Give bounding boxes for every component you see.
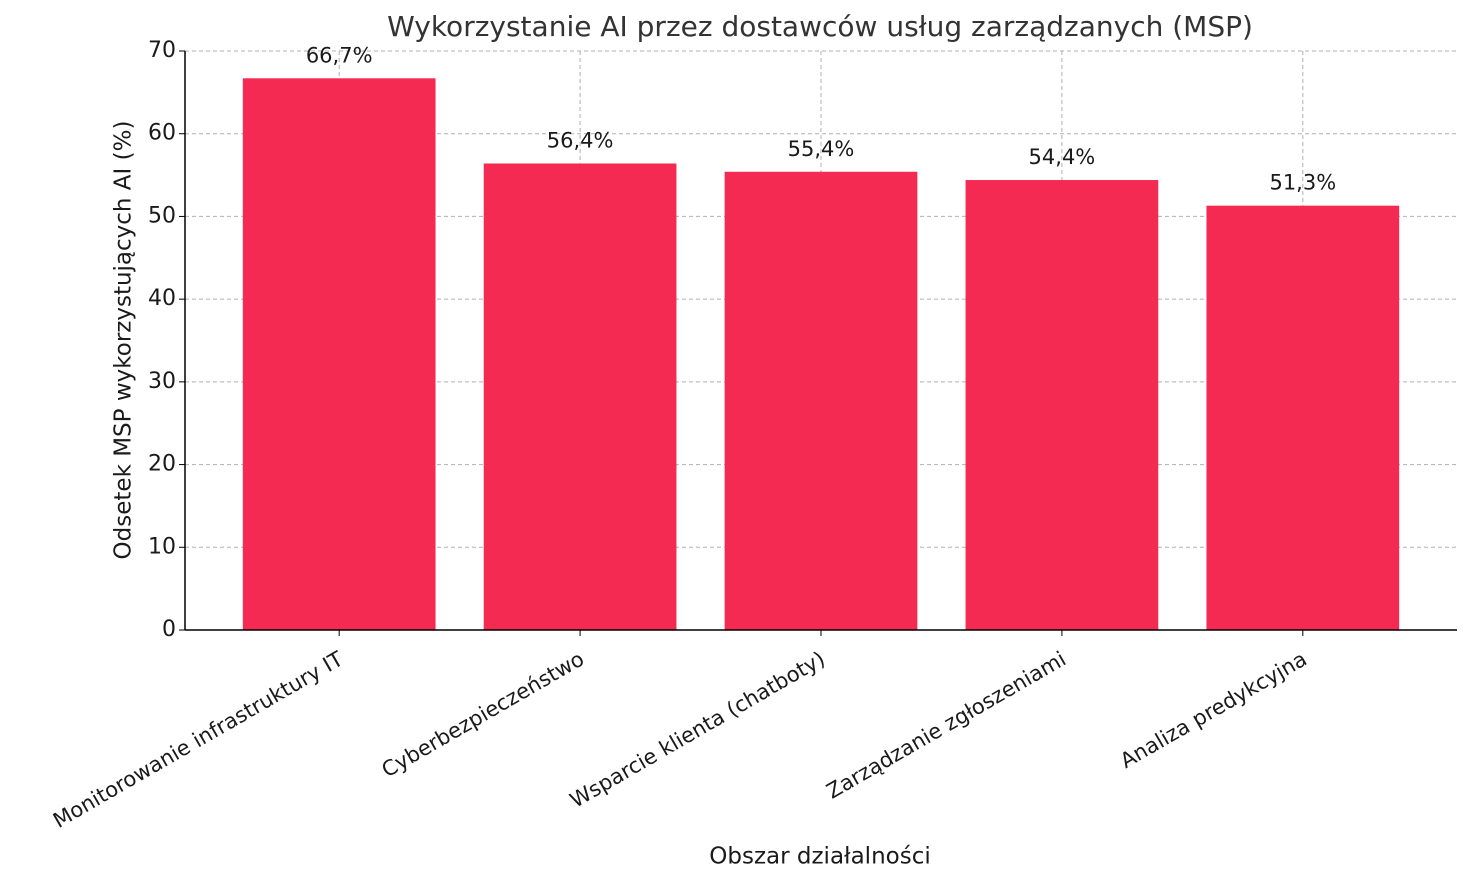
y-tick-label: 20 (148, 452, 176, 477)
x-tick-label: Analiza predykcyjna (1116, 647, 1311, 773)
value-label: 66,7% (306, 43, 373, 67)
y-tick-label: 0 (162, 617, 176, 642)
bar (1206, 205, 1400, 630)
bar (242, 78, 436, 630)
y-tick-label: 70 (148, 38, 176, 63)
bar (965, 180, 1159, 630)
chart-title: Wykorzystanie AI przez dostawców usług z… (387, 10, 1253, 43)
bar (724, 171, 918, 630)
y-tick-label: 40 (148, 286, 176, 311)
y-tick-label: 50 (148, 203, 176, 228)
y-axis-label: Odsetek MSP wykorzystujących AI (%) (111, 121, 137, 560)
x-axis-label: Obszar działalności (709, 844, 930, 870)
value-label: 51,3% (1269, 171, 1336, 195)
x-tick-label: Monitorowanie infrastruktury IT (49, 647, 347, 833)
x-tick-label: Wsparcie klienta (chatboty) (566, 647, 829, 813)
y-tick-label: 10 (148, 534, 176, 559)
x-tick-label: Cyberbezpieczeństwo (378, 647, 589, 782)
bar (483, 163, 677, 630)
y-tick-label: 30 (148, 369, 176, 394)
value-label: 55,4% (788, 137, 855, 161)
x-tick-label: Zarządzanie zgłoszeniami (822, 647, 1070, 804)
y-tick-label: 60 (148, 121, 176, 146)
value-label: 54,4% (1029, 145, 1096, 169)
value-label: 56,4% (547, 128, 614, 152)
